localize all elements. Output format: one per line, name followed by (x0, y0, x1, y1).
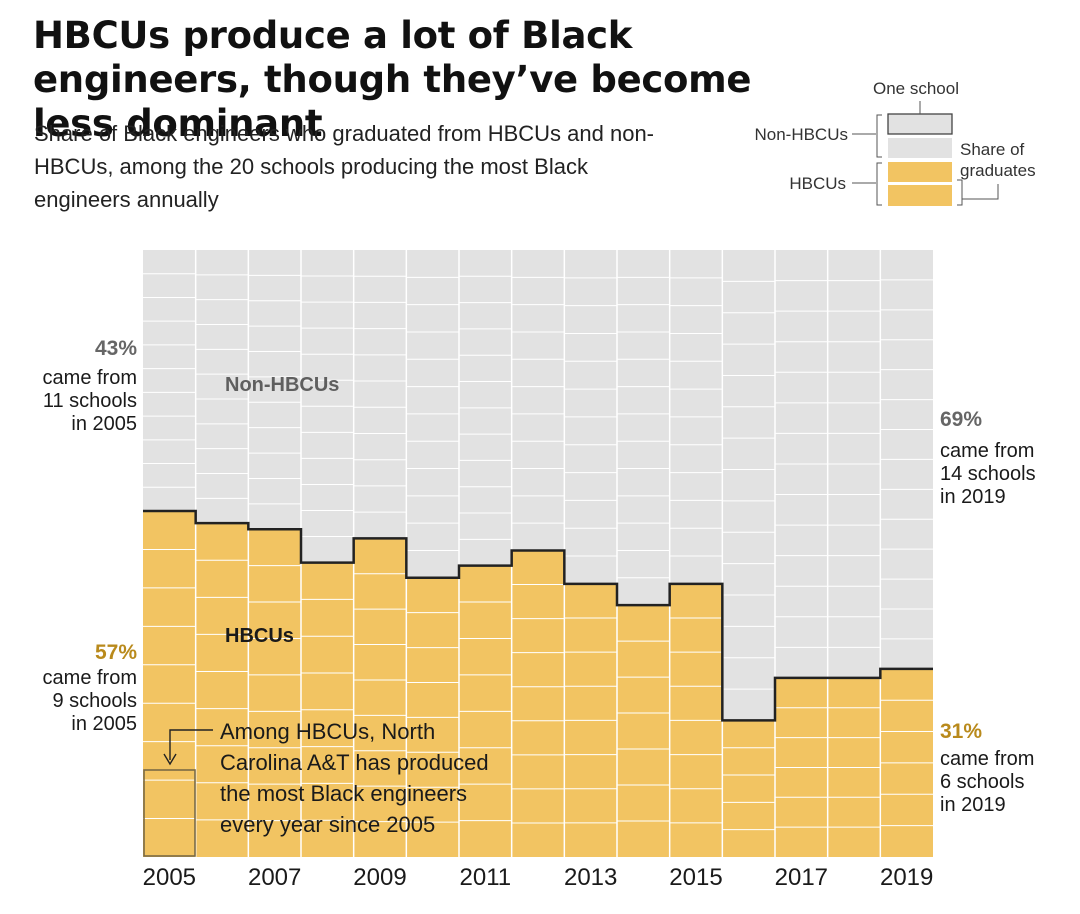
legend-hbcu-block-1 (888, 162, 952, 182)
year-column-2018 (826, 250, 881, 857)
non-hbcu-bar-2009 (353, 250, 407, 539)
left-non-hbcu-annotation: 43% came from 11 schools in 2005 (43, 337, 138, 435)
left-hbcu-pct: 57% (95, 641, 137, 664)
left-hbcu-annotation: 57% came from 9 schools in 2005 (43, 641, 138, 735)
x-tick-label-2005: 2005 (143, 864, 196, 891)
hbcu-bar-2006 (195, 523, 249, 857)
x-tick-label-2007: 2007 (248, 864, 301, 891)
x-tick-label-2011: 2011 (460, 864, 512, 891)
x-tick-label-2017: 2017 (775, 864, 828, 891)
left-non-hbcu-line-1: came from (43, 367, 137, 389)
right-hbcu-line-1: came from (940, 748, 1034, 770)
callout-line-1: Among HBCUs, North (220, 719, 435, 744)
x-tick-label-2015: 2015 (669, 864, 722, 891)
legend: One school Non-HBCUs HBCUs Share of grad… (754, 79, 1036, 206)
legend-hbcu-label: HBCUs (789, 174, 846, 193)
right-hbcu-line-3: in 2019 (940, 794, 1006, 816)
chart-subtitle: Share of Black engineers who graduated f… (34, 121, 655, 212)
year-column-2013 (563, 250, 617, 857)
left-non-hbcu-pct: 43% (95, 337, 137, 360)
right-non-hbcu-annotation: 69% came from 14 schools in 2019 (940, 408, 1036, 508)
hbcu-bar-2014 (617, 605, 670, 857)
hbcu-bar-2005 (143, 511, 196, 857)
right-hbcu-line-2: 6 schools (940, 771, 1025, 793)
left-hbcu-line-3: in 2005 (71, 713, 137, 735)
right-hbcu-annotation: 31% came from 6 schools in 2019 (940, 720, 1034, 816)
nc-at-callout: Among HBCUs, North Carolina A&T has prod… (143, 719, 489, 857)
left-hbcu-line-1: came from (43, 667, 137, 689)
hbcu-bar-2009 (353, 538, 407, 857)
nc-at-highlight-box (143, 769, 196, 857)
year-column-2014 (616, 250, 670, 857)
year-column-2015 (668, 250, 723, 857)
x-axis: 2005 2007 2009 2011 2013 2015 2017 2019 (143, 864, 934, 891)
right-non-hbcu-pct: 69% (940, 408, 982, 431)
hbcu-bar-2007 (248, 529, 301, 857)
plot-area (143, 250, 933, 857)
legend-non-hbcu-label: Non-HBCUs (754, 125, 848, 144)
year-column-2011 (458, 250, 512, 857)
left-hbcu-line-2: 9 schools (53, 690, 138, 712)
x-tick-label-2013: 2013 (564, 864, 617, 891)
hbcu-area-label: HBCUs (225, 625, 294, 647)
right-non-hbcu-line-1: came from (940, 440, 1034, 462)
year-column-2016 (721, 250, 775, 857)
callout-leader-line (169, 729, 213, 760)
x-tick-label-2009: 2009 (353, 864, 406, 891)
callout-line-2: Carolina A&T has produced (220, 750, 489, 775)
year-column-2010 (405, 250, 459, 857)
legend-hbcu-block-2 (888, 185, 952, 206)
non-hbcu-bar-2012 (511, 250, 565, 551)
hbcu-bar-2012 (511, 550, 565, 857)
year-column-2019 (879, 250, 933, 857)
legend-share-label-1: Share of (960, 140, 1025, 159)
callout-line-3: the most Black engineers (220, 781, 467, 806)
hbcu-boundary-line (143, 509, 933, 722)
callout-line-4: every year since 2005 (220, 812, 435, 837)
legend-non-hbcu-block (888, 138, 952, 158)
non-hbcu-bar-2005 (143, 250, 196, 512)
legend-share-label-2: graduates (960, 161, 1036, 180)
year-column-2005 (143, 250, 196, 857)
non-hbcu-bar-2014 (617, 250, 670, 606)
non-hbcu-bar-2007 (248, 250, 301, 530)
right-hbcu-pct: 31% (940, 720, 982, 743)
right-non-hbcu-line-2: 14 schools (940, 463, 1036, 485)
callout-arrow-icon (163, 753, 177, 766)
legend-one-school-label: One school (873, 79, 959, 98)
chart-title: HBCUs produce a lot of Black engineers, … (33, 14, 752, 145)
non-hbcu-area-label: Non-HBCUs (225, 374, 339, 396)
year-column-2006 (194, 250, 249, 857)
year-column-2017 (774, 250, 828, 857)
non-hbcu-bar-2006 (195, 250, 249, 524)
legend-one-school-box (887, 113, 953, 135)
non-hbcu-bar-2016 (722, 250, 775, 721)
left-non-hbcu-line-2: 11 schools (43, 390, 137, 412)
left-non-hbcu-line-3: in 2005 (71, 413, 137, 435)
x-tick-label-2019: 2019 (880, 864, 933, 891)
hbcu-bar-2016 (722, 720, 775, 857)
year-column-2012 (510, 250, 565, 857)
year-column-2009 (352, 250, 407, 857)
year-column-2007 (247, 250, 301, 857)
right-non-hbcu-line-3: in 2019 (940, 486, 1006, 508)
